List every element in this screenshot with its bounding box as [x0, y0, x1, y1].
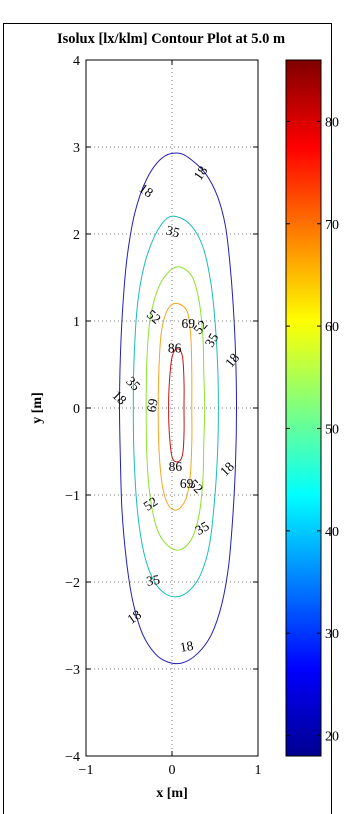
contour-line-18 — [118, 152, 238, 665]
y-tick-label: −4 — [65, 750, 80, 765]
colorbar-tick-label: 60 — [325, 320, 339, 335]
figure-border-right — [331, 23, 332, 814]
contour-label: 35 — [164, 222, 181, 240]
contour-line-35 — [132, 215, 219, 598]
x-tick-label: −1 — [79, 763, 94, 778]
chart-title: Isolux [lx/klm] Contour Plot at 5.0 m — [57, 31, 285, 47]
contour-label: 69 — [180, 476, 194, 491]
colorbar-tick-label: 50 — [325, 422, 339, 437]
contour-label: 69 — [144, 397, 161, 413]
contour-label: 69 — [182, 316, 196, 331]
x-tick-label: 0 — [169, 763, 176, 778]
colorbar-gradient — [285, 59, 322, 757]
y-axis-label: y [m] — [30, 392, 45, 424]
contour-lines — [118, 152, 238, 665]
y-tick-label: 1 — [73, 315, 80, 330]
x-tick-label: 1 — [255, 763, 262, 778]
x-axis-label: x [m] — [156, 786, 188, 801]
contour-label: 86 — [169, 459, 183, 474]
colorbar: 20 30 40 50 60 70 80 — [285, 59, 339, 757]
y-tick-label: 3 — [73, 141, 80, 156]
x-axis-ticks: −1 0 1 — [79, 60, 262, 778]
contour-line-86 — [168, 348, 185, 463]
figure-border-left — [3, 23, 4, 814]
y-axis-ticks: −4 −3 −2 −1 0 1 2 3 4 — [65, 54, 258, 765]
contour-line-69 — [157, 302, 193, 511]
y-tick-label: −2 — [65, 576, 80, 591]
contour-label: 18 — [179, 638, 195, 655]
y-tick-label: 4 — [73, 54, 80, 69]
contour-label: 86 — [168, 341, 182, 356]
colorbar-ticks: 20 30 40 50 60 70 80 — [286, 115, 339, 745]
contour-line-52 — [145, 266, 206, 551]
grid-lines — [86, 60, 258, 756]
colorbar-tick-label: 30 — [325, 627, 339, 642]
colorbar-tick-label: 20 — [325, 730, 339, 745]
figure-border-top — [3, 23, 332, 24]
y-tick-label: −3 — [65, 663, 80, 678]
colorbar-tick-label: 80 — [325, 115, 339, 130]
y-tick-label: 2 — [73, 228, 80, 243]
y-tick-label: −1 — [65, 489, 80, 504]
colorbar-tick-label: 70 — [325, 218, 339, 233]
contour-label: 35 — [145, 572, 161, 589]
y-tick-label: 0 — [73, 402, 80, 417]
colorbar-tick-label: 40 — [325, 525, 339, 540]
